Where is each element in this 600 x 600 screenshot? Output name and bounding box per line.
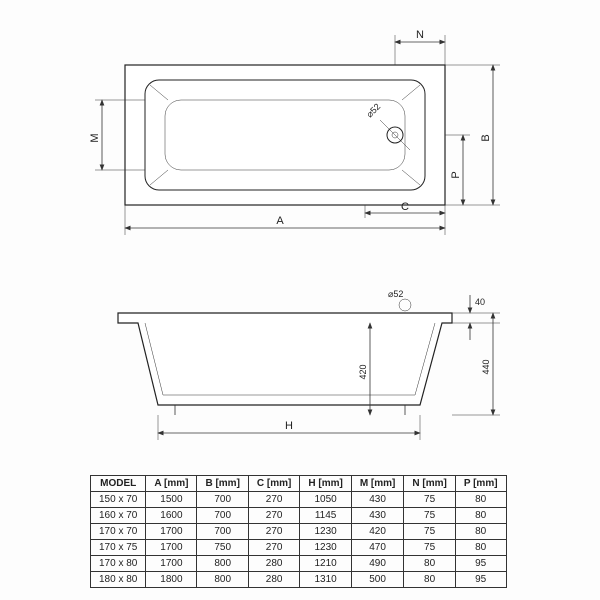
- table-cell: 170 x 70: [91, 524, 146, 540]
- table-cell: 80: [455, 540, 506, 556]
- table-header: P [mm]: [455, 476, 506, 492]
- table-cell: 80: [455, 524, 506, 540]
- dim-h-label: H: [285, 420, 293, 432]
- table-cell: 1700: [146, 540, 197, 556]
- table-cell: 80: [455, 508, 506, 524]
- depth-label: 420: [358, 364, 368, 379]
- table-header: B [mm]: [197, 476, 248, 492]
- table-cell: 80: [404, 556, 455, 572]
- dim-n-label: N: [416, 29, 424, 41]
- table-row: 150 x 70150070027010504307580: [91, 492, 507, 508]
- table-cell: 1700: [146, 524, 197, 540]
- table-cell: 1700: [146, 556, 197, 572]
- table-cell: 180 x 80: [91, 572, 146, 588]
- table-cell: 1230: [300, 540, 351, 556]
- table-cell: 700: [197, 524, 248, 540]
- table-cell: 95: [455, 556, 506, 572]
- side-view-diagram: ⌀52 40 440 420 H: [0, 265, 600, 465]
- table-header: N [mm]: [404, 476, 455, 492]
- table-cell: 170 x 75: [91, 540, 146, 556]
- table-cell: 75: [404, 492, 455, 508]
- table-cell: 280: [248, 572, 299, 588]
- table-row: 170 x 75170075027012304707580: [91, 540, 507, 556]
- table-cell: 75: [404, 508, 455, 524]
- table-cell: 800: [197, 556, 248, 572]
- total-height-label: 440: [481, 359, 491, 374]
- table-cell: 270: [248, 524, 299, 540]
- table-cell: 1050: [300, 492, 351, 508]
- table-cell: 75: [404, 540, 455, 556]
- table-cell: 280: [248, 556, 299, 572]
- table-cell: 270: [248, 540, 299, 556]
- table-header: H [mm]: [300, 476, 351, 492]
- tub-profile: [118, 313, 452, 405]
- dim-m-label: M: [89, 133, 101, 142]
- table-cell: 800: [197, 572, 248, 588]
- side-drain-dia: ⌀52: [388, 289, 403, 299]
- table-cell: 1500: [146, 492, 197, 508]
- dim-p-label: P: [450, 171, 462, 178]
- table-cell: 150 x 70: [91, 492, 146, 508]
- table-cell: 500: [351, 572, 404, 588]
- table-cell: 170 x 80: [91, 556, 146, 572]
- table-header: M [mm]: [351, 476, 404, 492]
- drain-top-icon: [399, 299, 411, 311]
- table-header: MODEL: [91, 476, 146, 492]
- table-cell: 270: [248, 492, 299, 508]
- table-cell: 160 x 70: [91, 508, 146, 524]
- table-cell: 1310: [300, 572, 351, 588]
- dim-b-label: B: [480, 134, 492, 141]
- table-cell: 700: [197, 508, 248, 524]
- table-cell: 95: [455, 572, 506, 588]
- table-cell: 1800: [146, 572, 197, 588]
- dim-c-label: C: [401, 201, 409, 213]
- table-cell: 700: [197, 492, 248, 508]
- table-cell: 470: [351, 540, 404, 556]
- table-row: 170 x 80170080028012104908095: [91, 556, 507, 572]
- table-row: 170 x 70170070027012304207580: [91, 524, 507, 540]
- table-cell: 1600: [146, 508, 197, 524]
- table-cell: 430: [351, 492, 404, 508]
- table-cell: 420: [351, 524, 404, 540]
- table-cell: 75: [404, 524, 455, 540]
- dim-a-label: A: [276, 215, 284, 227]
- table-cell: 490: [351, 556, 404, 572]
- table-row: 160 x 70160070027011454307580: [91, 508, 507, 524]
- table-header: C [mm]: [248, 476, 299, 492]
- table-cell: 80: [455, 492, 506, 508]
- table-header: A [mm]: [146, 476, 197, 492]
- table-cell: 1210: [300, 556, 351, 572]
- table-cell: 80: [404, 572, 455, 588]
- table-cell: 1145: [300, 508, 351, 524]
- rim-label: 40: [475, 297, 485, 307]
- table-cell: 750: [197, 540, 248, 556]
- table-cell: 1230: [300, 524, 351, 540]
- top-view-diagram: ⌀52 A C B P N M: [0, 0, 600, 250]
- table-cell: 430: [351, 508, 404, 524]
- dimensions-table: MODELA [mm]B [mm]C [mm]H [mm]M [mm]N [mm…: [90, 475, 507, 588]
- table-cell: 270: [248, 508, 299, 524]
- table-row: 180 x 80180080028013105008095: [91, 572, 507, 588]
- tub-outer: [125, 65, 445, 205]
